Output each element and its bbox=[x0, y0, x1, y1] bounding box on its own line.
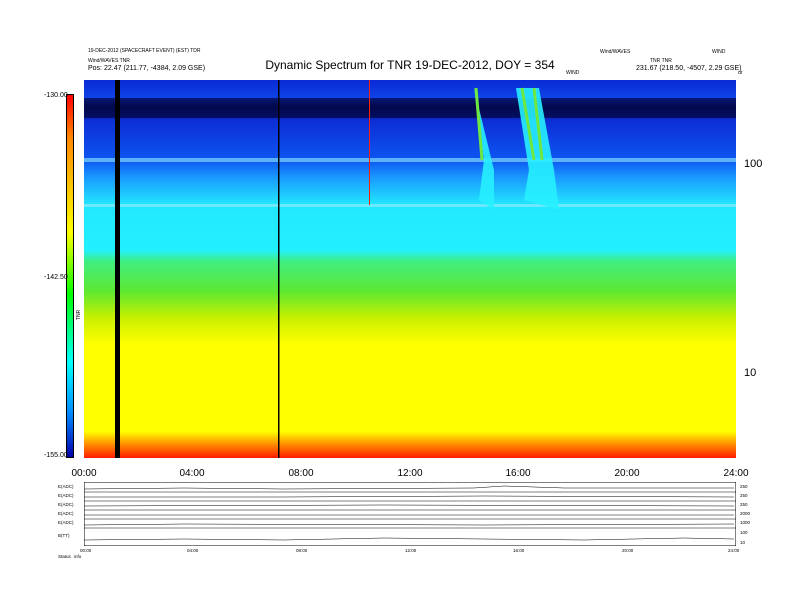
footer-label: Status bbox=[58, 554, 71, 559]
panel-right-tick-6: 100 bbox=[740, 530, 748, 535]
bottom-x-tick-24: 24:00 bbox=[728, 548, 740, 553]
panel-right-tick-7: 10 bbox=[740, 540, 746, 545]
dark-band bbox=[84, 98, 736, 118]
header-left-pos: 22.47 (211.77, -4384, 2.09 GSE) bbox=[104, 65, 206, 72]
header-right-line3: TNR TNR bbox=[650, 58, 672, 64]
header-left-pos-label: Pos: bbox=[88, 65, 103, 72]
bottom-x-tick-04: 04:00 bbox=[187, 548, 199, 553]
burst-line-1 bbox=[474, 87, 484, 161]
panel-label-5: E(ADC) bbox=[58, 520, 74, 525]
x-tick-20: 20:00 bbox=[614, 468, 640, 479]
bottom-x-tick-12: 12:00 bbox=[405, 548, 417, 553]
data-gap-1 bbox=[115, 80, 120, 458]
colorbar-axis-label: TNR bbox=[76, 309, 82, 320]
panel-label-4: E(ADC) bbox=[58, 511, 74, 516]
x-tick-08: 08:00 bbox=[288, 468, 314, 479]
bottom-x-tick-00: 00:00 bbox=[80, 548, 92, 553]
panel-right-tick-1: 250 bbox=[740, 484, 748, 489]
y-tick-100: 100 bbox=[744, 158, 763, 170]
bottom-x-tick-16: 16:00 bbox=[513, 548, 525, 553]
header-left-line1: 19-DEC-2012 (SPACECRAFT EVENT) (EST) TDR bbox=[88, 48, 201, 54]
x-tick-16: 16:00 bbox=[505, 468, 531, 479]
header-right-edge: dr bbox=[738, 70, 743, 76]
bottom-x-tick-08: 08:00 bbox=[296, 548, 308, 553]
burst-line-2 bbox=[520, 87, 536, 161]
panel-right-tick-3: 250 bbox=[740, 502, 748, 507]
bottom-x-tick-20: 20:00 bbox=[622, 548, 634, 553]
footer-value: info bbox=[74, 554, 82, 559]
colorbar-bottom-label: -155.00 bbox=[44, 452, 68, 459]
panel-label-6: B(TT) bbox=[58, 533, 70, 538]
panel-right-tick-4: 2000 bbox=[740, 511, 751, 516]
panel-label-3: E(ADC) bbox=[58, 502, 74, 507]
panel-label-1: E(ADC) bbox=[58, 484, 74, 489]
light-line-band-2 bbox=[84, 204, 736, 207]
dynamic-spectrum-plot bbox=[84, 80, 736, 458]
chart-title: Dynamic Spectrum for TNR 19-DEC-2012, DO… bbox=[265, 58, 555, 72]
header-right-line1: Wind/WAVES bbox=[600, 49, 631, 55]
header-right-line2: WIND bbox=[712, 49, 726, 55]
x-tick-04: 04:00 bbox=[179, 468, 205, 479]
burst-line-3 bbox=[532, 87, 544, 161]
x-tick-00: 00:00 bbox=[71, 468, 97, 479]
colorbar-mid-label: -142.50 bbox=[44, 274, 68, 281]
panel-right-tick-2: 250 bbox=[740, 493, 748, 498]
x-tick-24: 24:00 bbox=[723, 468, 749, 479]
color-scale-bar bbox=[66, 94, 74, 458]
red-spike bbox=[369, 80, 370, 205]
panel-right-tick-5: 1000 bbox=[740, 520, 751, 525]
bottom-panels bbox=[84, 482, 736, 546]
spectrum-background bbox=[84, 80, 736, 458]
header-left-line2: Wind/WAVES TNR bbox=[88, 58, 130, 64]
y-tick-10: 10 bbox=[744, 367, 757, 379]
data-gap-2 bbox=[278, 80, 280, 458]
colorbar-top-label: -130.00 bbox=[44, 92, 68, 99]
light-line-band bbox=[84, 158, 736, 162]
panel-label-2: E(ADC) bbox=[58, 493, 74, 498]
header-right-pos: 231.67 (218.50, -4507, 2.29 GSE) bbox=[636, 65, 742, 72]
header-mid-small: WIND bbox=[566, 70, 580, 76]
x-tick-12: 12:00 bbox=[397, 468, 423, 479]
